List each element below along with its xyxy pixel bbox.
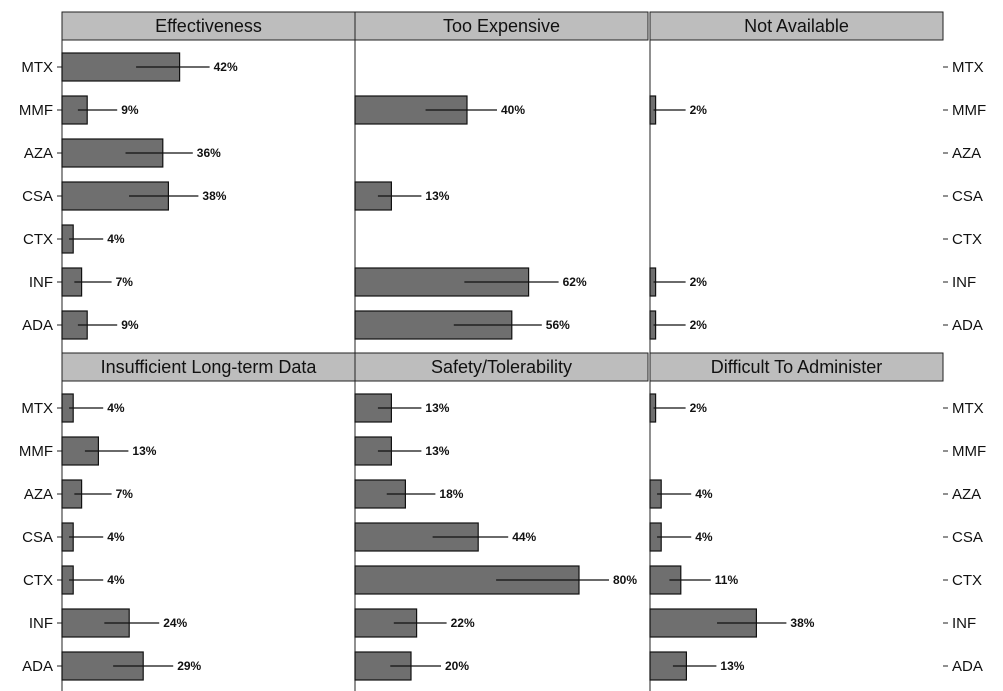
category-label-left: CTX [23,231,53,248]
data-label: 4% [107,232,125,246]
panel-header [354,11,649,41]
category-label-right: INF [952,274,976,291]
panel-title: Difficult To Administer [711,357,882,377]
category-label-left: MMF [19,102,53,119]
data-label: 2% [690,401,708,415]
panel-title: Too Expensive [443,16,560,36]
panel-header [649,352,944,382]
data-label: 18% [439,487,463,501]
panel-title: Effectiveness [155,16,262,36]
category-label-right: AZA [952,486,981,503]
category-label-left: AZA [24,145,53,162]
category-label-right: ADA [952,317,983,334]
data-label: 42% [214,60,238,74]
category-label-left: MMF [19,443,53,460]
category-label-right: ADA [952,658,983,675]
data-label: 40% [501,103,525,117]
category-label-right: CTX [952,572,982,589]
data-label: 9% [121,103,139,117]
category-label-right: MTX [952,59,984,76]
data-label: 4% [107,530,125,544]
category-label-left: MTX [21,59,53,76]
category-label-left: CTX [23,572,53,589]
category-label-left: MTX [21,400,53,417]
category-label-right: MMF [952,443,986,460]
category-label-left: ADA [22,658,53,675]
category-label-left: INF [29,615,53,632]
category-label-right: INF [952,615,976,632]
data-label: 4% [107,573,125,587]
data-label: 62% [563,275,587,289]
category-label-right: CSA [952,529,983,546]
category-label-right: AZA [952,145,981,162]
data-label: 38% [202,189,226,203]
data-label: 2% [690,318,708,332]
data-label: 56% [546,318,570,332]
data-label: 13% [132,444,156,458]
data-label: 9% [121,318,139,332]
category-label-left: INF [29,274,53,291]
data-label: 29% [177,659,201,673]
category-label-right: MMF [952,102,986,119]
data-label: 13% [425,189,449,203]
category-label-right: MTX [952,400,984,417]
data-label: 22% [451,616,475,630]
category-label-right: CTX [952,231,982,248]
panel-title: Not Available [744,16,849,36]
data-label: 36% [197,146,221,160]
data-label: 38% [790,616,814,630]
category-label-left: CSA [22,188,53,205]
data-label: 11% [715,573,739,587]
data-label: 80% [613,573,637,587]
data-label: 4% [695,487,713,501]
panel-title: Safety/Tolerability [431,357,572,377]
data-label: 2% [690,275,708,289]
data-label: 7% [116,487,134,501]
panel-title: Insufficient Long-term Data [101,357,318,377]
category-label-left: AZA [24,486,53,503]
data-label: 4% [107,401,125,415]
panel-header [354,352,649,382]
panel-header [649,11,944,41]
data-label: 13% [425,401,449,415]
category-label-left: CSA [22,529,53,546]
data-label: 44% [512,530,536,544]
data-label: 20% [445,659,469,673]
category-label-left: ADA [22,317,53,334]
data-label: 24% [163,616,187,630]
data-label: 7% [116,275,134,289]
data-label: 2% [690,103,708,117]
data-label: 13% [425,444,449,458]
category-label-right: CSA [952,188,983,205]
panel-header [61,352,356,382]
panel-header [61,11,356,41]
data-label: 13% [720,659,744,673]
data-label: 4% [695,530,713,544]
